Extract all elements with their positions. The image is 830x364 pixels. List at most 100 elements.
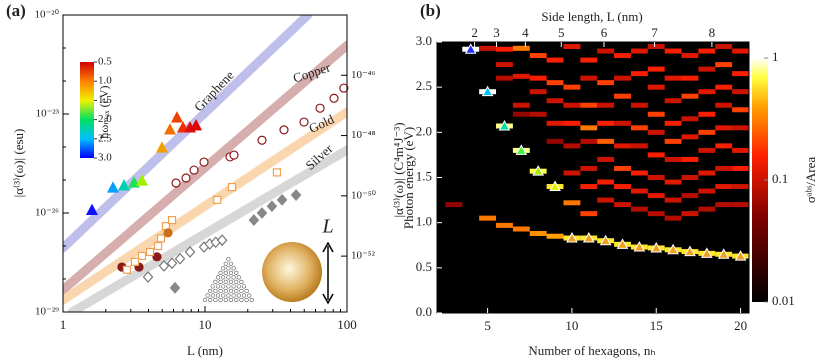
y2-tick-label: 10⁻⁴⁸ [351,129,376,141]
heatmap-peak [698,66,716,72]
heatmap-peak [647,66,665,72]
flake-atom [221,275,226,280]
heatmap-peak [563,44,581,50]
heatmap-peak [681,211,699,217]
heatmap-peak [681,93,699,99]
marker [167,215,177,225]
x2-tick-label: 8 [709,25,716,40]
flake-atom [213,288,218,294]
heatmap-peak [715,62,733,68]
heatmap-peak [529,53,547,59]
fit-line [63,40,347,295]
heatmap-peak [563,102,581,108]
peak-marker [599,234,612,246]
heatmap-peak [563,200,581,206]
y2-tick-label: 10⁻⁵² [351,250,376,262]
colorbar-tick-label: 2.0 [98,113,112,125]
heatmap-peak [630,206,648,212]
heatmap-peak [732,48,749,54]
flake-atom [234,288,239,294]
heatmap-peak [479,45,497,51]
flake-atom [231,293,236,298]
y-tick-label: 10⁻²⁶ [35,207,59,219]
marker [216,234,228,247]
flake-atom [221,284,226,289]
y2-tick-label: 10⁻⁵⁰ [351,189,377,201]
y-tick-label: 10⁻²⁰ [34,9,59,21]
flake-atom [228,270,234,275]
peak-marker [633,241,646,252]
heatmap-peak [681,134,699,140]
marker [107,181,120,193]
peak-marker [582,231,595,243]
heatmap-peak [664,179,682,185]
flake-atom [228,279,234,285]
heatmap-peak [647,211,665,217]
heatmap-peak [698,206,716,212]
nanodisk [262,242,322,302]
heatmap-peak [715,84,733,90]
x-tick-label: 100 [337,317,357,332]
flake-atom [213,279,218,285]
x2-tick-label: 3 [493,25,500,40]
heatmap-peak [698,188,716,194]
heatmap-peak [563,170,581,176]
flake-atom [205,293,210,298]
heatmap-peak [630,143,648,149]
marker [256,207,268,219]
fit-line [63,107,347,305]
heatmap-peak [715,44,733,50]
x2-tick-label: 2 [471,25,478,40]
marker [276,193,288,206]
heatmap-peak [681,156,699,162]
colorbar-label: ħωₘₐₓ (eV) [97,85,111,138]
heatmap-peak [681,53,699,59]
x-tick-label: 15 [650,318,663,333]
heatmap-peak [580,102,598,108]
heatmap-peak [647,84,665,90]
heatmap-peak [698,129,716,135]
x-axis-label: Number of hexagons, nₕ [528,343,655,358]
heatmap-peak [597,48,615,54]
heatmap-peak [698,111,716,117]
heatmap-peak [563,84,581,90]
x-tick-label: 5 [484,318,491,333]
heatmap-peak [512,111,530,117]
heatmap-peak [597,80,615,86]
heatmap-peak [597,102,615,108]
marker [156,234,166,243]
heatmap-peak [614,53,631,59]
series-label: Copper [291,59,333,85]
marker [127,176,140,188]
colorbar-tick-label: 1 [772,49,779,64]
marker [152,252,162,262]
colorbar-tick-label: 2.5 [98,132,112,144]
heatmap-peak [681,175,699,180]
marker [171,178,181,188]
x2-tick-label: 4 [522,25,529,40]
heatmap-peak [580,57,598,63]
x-tick-label: 20 [734,318,747,333]
heatmap-peak [597,138,615,144]
marker [190,118,203,131]
panel-label: (a) [6,1,26,20]
y-tick-label: 10⁻²³ [36,108,60,120]
heatmap-peak [647,193,665,199]
heatmap-peak [664,48,682,54]
flake-atom [239,297,244,303]
flake-atom [226,257,231,262]
heatmap-peak [529,75,547,81]
heatmap-peak [647,152,665,158]
peak-marker [498,119,511,131]
y-tick-label: 0.0 [416,304,432,319]
y-axis-label: |α⁽³⁾(ω)| (esu) [11,129,26,198]
heatmap-peak [664,215,682,221]
heatmap-peak [732,184,749,190]
heatmap-peak [614,75,631,81]
marker [290,189,302,201]
heatmap-peak [563,120,581,126]
peak-marker [515,144,528,155]
flake-atom [223,288,228,294]
marker [156,141,169,153]
